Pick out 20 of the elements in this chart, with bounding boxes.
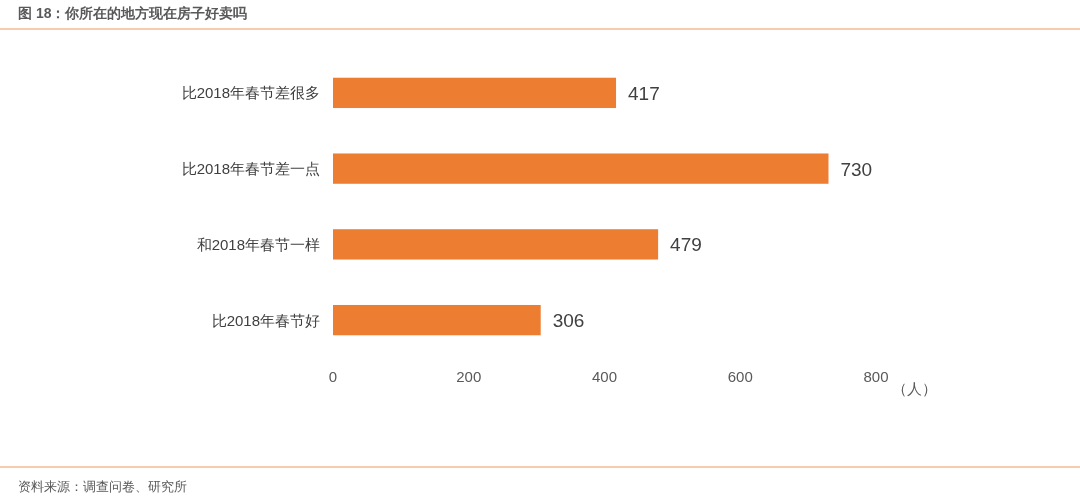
y-tick-label: 比2018年春节差一点 <box>181 160 320 178</box>
data-label: 479 <box>670 234 702 256</box>
bar <box>333 304 541 336</box>
x-tick-label: 600 <box>727 368 753 385</box>
bar <box>333 153 829 184</box>
x-tick-label: 800 <box>863 368 889 385</box>
data-label: 306 <box>552 310 585 332</box>
bar <box>333 77 617 109</box>
x-axis-title: （人） <box>891 380 937 397</box>
data-label: 730 <box>840 158 873 180</box>
text: 资料来源：调查问卷、研究所 <box>18 479 187 494</box>
y-tick-label: 比2018年春节好 <box>211 311 320 329</box>
bar <box>333 229 659 260</box>
text: 图 18：你所在的地方现在房子好卖吗 <box>18 5 248 21</box>
y-tick-label: 比2018年春节差很多 <box>181 84 320 102</box>
y-tick-label: 和2018年春节一样 <box>196 235 320 253</box>
x-tick-label: 400 <box>591 368 618 385</box>
data-label: 417 <box>628 82 660 104</box>
x-tick-label: 200 <box>456 368 482 385</box>
x-tick-label: 0 <box>328 368 338 385</box>
